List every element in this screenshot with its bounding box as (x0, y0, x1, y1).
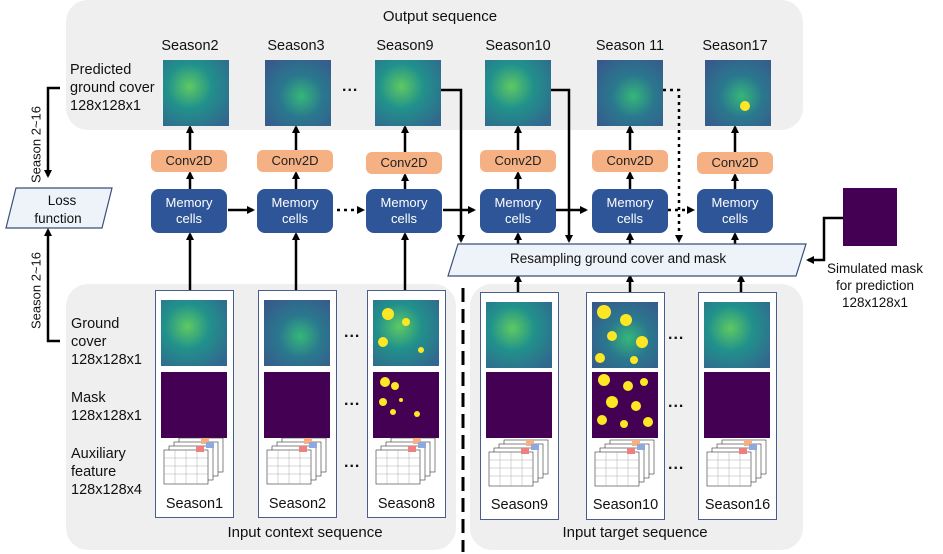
resample-label: Resampling ground cover and mask (510, 251, 727, 266)
ground-cover-image (373, 300, 439, 366)
mask-image (264, 372, 330, 438)
memory-cell: Memory cells (257, 189, 333, 233)
context-title: Input context sequence (227, 524, 383, 541)
target-season-label: Season16 (704, 497, 771, 513)
ground-cover-image (161, 300, 227, 366)
predicted-image (265, 60, 331, 126)
output-season-label: Season10 (485, 38, 551, 54)
ground-cover-image (704, 302, 770, 368)
mask-image (161, 372, 227, 438)
mask-image (486, 372, 552, 438)
loss-function-box (5, 187, 113, 229)
predicted-image (375, 60, 441, 126)
ground-cover-image (592, 302, 658, 368)
predicted-image (163, 60, 229, 126)
conv2d-box: Conv2D (366, 152, 442, 174)
loss-label-2: function (34, 211, 82, 226)
ellipsis: ... (668, 326, 685, 343)
aux-feature-grid (266, 437, 327, 485)
mask-label-2: 128x128x1 (71, 408, 142, 424)
ground-cover-label-2: cover (71, 334, 107, 350)
ellipsis: ... (344, 324, 361, 341)
ellipsis: ... (344, 392, 361, 409)
predicted-image (597, 60, 663, 126)
memory-cell: Memory cells (480, 189, 556, 233)
sim-mask-label-3: 128x128x1 (841, 295, 909, 310)
resample-box (447, 243, 807, 277)
output-title: Output sequence (382, 8, 498, 25)
mask-image (373, 372, 439, 438)
sim-mask-label-2: for prediction (835, 278, 915, 293)
predicted-label-3: 128x128x1 (70, 98, 141, 114)
aux-label-3: 128x128x4 (71, 482, 142, 498)
sim-mask-label-1: Simulated mask (826, 261, 924, 276)
aux-feature-grid (488, 439, 549, 487)
conv2d-box: Conv2D (592, 150, 668, 172)
target-title: Input target sequence (562, 524, 708, 541)
predicted-label-1: Predicted (70, 62, 132, 78)
ellipsis: ... (344, 454, 361, 471)
target-season-label: Season9 (490, 497, 549, 513)
aux-feature-grid (163, 437, 224, 485)
ground-cover-label-3: 128x128x1 (71, 352, 142, 368)
aux-feature-grid (375, 437, 436, 485)
loss-range-top: Season 2~16 (28, 106, 44, 183)
memory-cell: Memory cells (592, 189, 668, 233)
mask-label-1: Mask (71, 390, 106, 406)
output-season-label: Season2 (161, 38, 219, 54)
aux-label-2: feature (71, 464, 117, 480)
context-season-label: Season8 (377, 496, 436, 512)
aux-feature-grid (594, 439, 655, 487)
predicted-label-2: ground cover (70, 80, 155, 96)
output-season-label: Season3 (267, 38, 325, 54)
conv2d-box: Conv2D (480, 150, 556, 172)
ellipsis: ... (668, 394, 685, 411)
ground-cover-image (264, 300, 330, 366)
context-season-label: Season1 (165, 496, 224, 512)
predicted-image (485, 60, 551, 126)
memory-cell: Memory cells (151, 189, 227, 233)
aux-label-1: Auxiliary (71, 446, 126, 462)
memory-cell: Memory cells (697, 189, 773, 233)
target-season-label: Season10 (592, 497, 659, 513)
ground-cover-image (486, 302, 552, 368)
ground-cover-label-1: Ground (71, 316, 120, 332)
context-season-label: Season2 (268, 496, 327, 512)
conv2d-box: Conv2D (697, 152, 773, 174)
mask-image (704, 372, 770, 438)
aux-feature-grid (706, 439, 767, 487)
loss-range-bottom: Season 2~16 (28, 252, 44, 329)
output-season-label: Season9 (376, 38, 434, 54)
predicted-image (705, 60, 771, 126)
conv2d-box: Conv2D (151, 150, 227, 172)
output-season-label: Season17 (702, 38, 768, 54)
mask-image (592, 372, 658, 438)
output-season-label: Season 11 (595, 38, 665, 54)
loss-label-1: Loss (47, 193, 77, 208)
conv2d-box: Conv2D (257, 150, 333, 172)
memory-cell: Memory cells (366, 189, 442, 233)
ellipsis: ... (342, 78, 359, 95)
ellipsis: ... (668, 456, 685, 473)
simulated-mask-image (843, 188, 897, 246)
